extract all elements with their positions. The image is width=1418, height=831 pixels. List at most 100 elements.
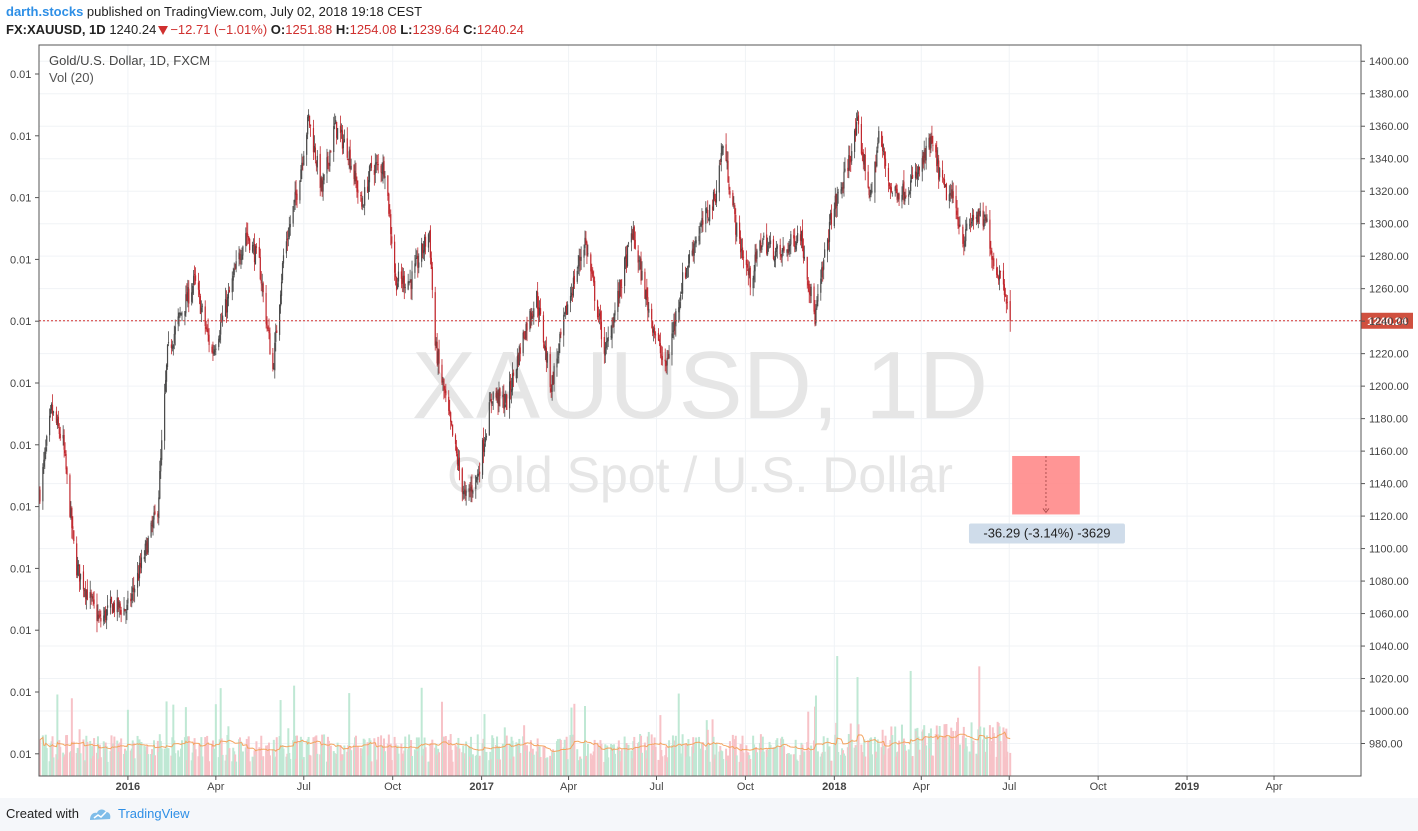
candle-body bbox=[404, 287, 406, 289]
candle-body bbox=[682, 272, 684, 294]
candle-body bbox=[801, 229, 804, 248]
volume-bar bbox=[38, 739, 41, 776]
candle-body bbox=[272, 352, 274, 370]
candle-body bbox=[483, 443, 486, 453]
candle-body bbox=[935, 144, 937, 153]
candle-body bbox=[904, 196, 906, 202]
x-tick-label: 2017 bbox=[469, 781, 493, 793]
candle-body bbox=[685, 268, 688, 277]
close-label: C: bbox=[463, 22, 477, 37]
created-with-label: Created with bbox=[6, 806, 79, 821]
candle-body bbox=[408, 281, 410, 284]
candle-body bbox=[85, 590, 87, 600]
volume-bar bbox=[113, 736, 116, 776]
price-chart[interactable]: XAUUSD, 1D Gold Spot / U.S. Dollar 1240.… bbox=[0, 0, 1418, 798]
candle-body bbox=[362, 205, 364, 207]
candle-body bbox=[235, 261, 237, 269]
candle-body bbox=[495, 393, 497, 398]
candle-body bbox=[826, 239, 829, 252]
candle-body bbox=[817, 293, 819, 302]
candle-body bbox=[590, 254, 592, 272]
candle-body bbox=[226, 296, 229, 313]
candle-body bbox=[591, 269, 593, 274]
volume-bar bbox=[431, 739, 434, 776]
candle-body bbox=[197, 282, 200, 290]
volume-bar bbox=[1009, 752, 1012, 776]
legend-indicator: Vol (20) bbox=[49, 70, 94, 85]
candle-body bbox=[354, 170, 356, 182]
candle-body bbox=[116, 597, 118, 613]
candle-body bbox=[834, 195, 836, 210]
left-tick-label: 0.01 bbox=[10, 749, 31, 761]
candle-body bbox=[329, 151, 331, 167]
candle-body bbox=[997, 274, 999, 277]
chart-header: darth.stocks published on TradingView.co… bbox=[0, 0, 1418, 44]
candle-body bbox=[881, 131, 883, 147]
volume-bar bbox=[701, 742, 704, 776]
candle-body bbox=[580, 256, 582, 261]
candle-body bbox=[712, 192, 715, 211]
volume-bar bbox=[228, 748, 231, 776]
candle-body bbox=[983, 219, 985, 227]
y-tick-label: 1160.00 bbox=[1369, 446, 1408, 458]
candle-body bbox=[948, 194, 950, 201]
volume-bar bbox=[52, 757, 55, 776]
candle-body bbox=[719, 163, 721, 165]
candle-body bbox=[120, 609, 122, 615]
candle-body bbox=[194, 275, 197, 281]
candle-body bbox=[145, 540, 147, 546]
candle-body bbox=[414, 263, 416, 273]
candle-body bbox=[578, 255, 580, 267]
volume-bar bbox=[909, 670, 912, 776]
candle-body bbox=[714, 199, 717, 203]
candle-body bbox=[402, 275, 404, 283]
candle-body bbox=[403, 275, 405, 289]
candle-body bbox=[167, 342, 170, 343]
candle-body bbox=[803, 256, 805, 259]
candle-body bbox=[170, 344, 172, 348]
candle-body bbox=[215, 348, 217, 350]
volume-bar bbox=[978, 666, 981, 776]
volume-bar bbox=[208, 761, 211, 776]
candle-body bbox=[97, 614, 99, 620]
candle-body bbox=[901, 194, 903, 202]
candle-body bbox=[391, 236, 393, 244]
candle-body bbox=[157, 513, 159, 517]
candle-body bbox=[143, 556, 145, 560]
candle-body bbox=[207, 329, 209, 336]
volume-bar bbox=[214, 704, 217, 776]
candle-body bbox=[821, 267, 823, 278]
candle-body bbox=[633, 226, 635, 241]
candle-body bbox=[808, 284, 810, 292]
candle-body bbox=[735, 214, 737, 235]
candle-body bbox=[288, 227, 290, 238]
candle-body bbox=[708, 219, 710, 220]
candle-body bbox=[756, 250, 758, 259]
y-tick-label: 1080.00 bbox=[1369, 576, 1409, 588]
volume-bar bbox=[828, 746, 831, 776]
candle-body bbox=[761, 245, 763, 250]
watermark: XAUUSD, 1D Gold Spot / U.S. Dollar bbox=[412, 332, 988, 503]
volume-bar bbox=[59, 746, 62, 776]
candle-body bbox=[206, 327, 208, 330]
volume-bar bbox=[485, 751, 488, 776]
author-link[interactable]: darth.stocks bbox=[6, 4, 84, 19]
volume-bar bbox=[814, 695, 817, 776]
candle-body bbox=[118, 601, 120, 608]
tradingview-link[interactable]: TradingView bbox=[118, 806, 190, 821]
candle-body bbox=[400, 271, 402, 279]
candle-body bbox=[526, 322, 528, 331]
candle-body bbox=[823, 259, 825, 270]
last-price: 1240.24 bbox=[109, 22, 157, 37]
candle-body bbox=[307, 116, 309, 135]
candle-body bbox=[726, 159, 728, 163]
candle-body bbox=[104, 610, 106, 618]
y-tick-label: 1320.00 bbox=[1369, 186, 1409, 198]
candle-body bbox=[384, 176, 386, 178]
candle-body bbox=[302, 163, 304, 164]
y-tick-label: 1120.00 bbox=[1369, 511, 1408, 523]
volume-bar bbox=[248, 761, 251, 776]
candle-body bbox=[612, 326, 614, 328]
left-tick-label: 0.01 bbox=[10, 131, 31, 143]
candle-body bbox=[531, 316, 533, 320]
